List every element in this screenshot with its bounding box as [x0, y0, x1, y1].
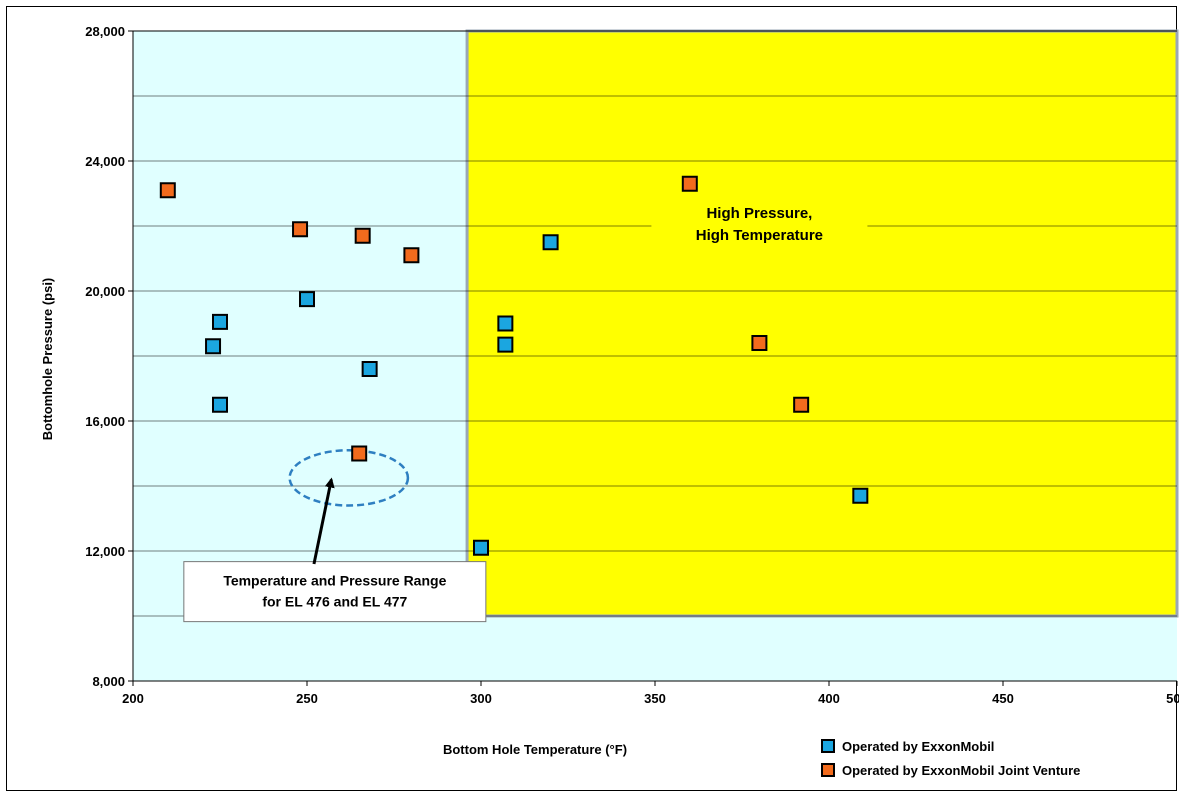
data-point-series-1 — [212, 313, 228, 330]
x-axis-title: Bottom Hole Temperature (°F) — [443, 742, 627, 757]
data-point-series-2 — [751, 335, 768, 351]
y-tick-label: 16,000 — [85, 414, 125, 429]
x-tick-label: 250 — [296, 691, 318, 706]
el-range-label-line: for EL 476 and EL 477 — [262, 594, 407, 610]
y-tick-label: 8,000 — [92, 674, 125, 689]
data-point-series-1 — [542, 234, 559, 251]
y-tick-label: 28,000 — [85, 24, 125, 39]
x-tick-label: 500 — [1166, 691, 1179, 706]
el-range-label-box — [183, 561, 487, 623]
hpht-region — [465, 29, 1179, 618]
data-point-series-2 — [354, 227, 371, 244]
el-range-arrow — [312, 477, 335, 565]
y-tick-label: 24,000 — [85, 154, 125, 169]
x-tick-label: 400 — [818, 691, 840, 706]
el-range-label-line: Temperature and Pressure Range — [223, 573, 446, 589]
y-axis-title: Bottomhole Pressure (psi) — [40, 278, 55, 441]
data-point-series-1 — [497, 315, 514, 332]
hpht-label-line: High Temperature — [696, 227, 823, 244]
x-tick-label: 200 — [122, 691, 144, 706]
data-point-series-2 — [351, 445, 368, 462]
el-range-ellipse — [288, 449, 410, 507]
data-point-series-2 — [681, 175, 698, 192]
x-tick-label: 300 — [470, 691, 492, 706]
data-point-series-2 — [793, 396, 810, 413]
legend-label-series-2: Operated by ExxonMobil Joint Venture — [842, 763, 1080, 778]
legend-swatch-series-2 — [821, 763, 835, 777]
data-point-series-1 — [852, 487, 869, 504]
legend-swatch-series-1 — [821, 739, 835, 753]
legend-label-series-1: Operated by ExxonMobil — [842, 739, 994, 754]
data-point-series-1 — [205, 338, 222, 355]
y-tick-label: 12,000 — [85, 544, 125, 559]
data-point-series-2 — [403, 247, 420, 264]
data-point-series-2 — [292, 221, 309, 238]
data-point-series-1 — [473, 539, 489, 556]
x-tick-label: 450 — [992, 691, 1014, 706]
y-tick-label: 20,000 — [85, 284, 125, 299]
data-point-series-2 — [159, 182, 176, 199]
hpht-label-line: High Pressure, — [706, 205, 812, 222]
data-point-series-1 — [299, 291, 315, 308]
hpht-label-bg — [651, 196, 868, 256]
data-point-series-1 — [497, 336, 514, 353]
x-tick-label: 350 — [644, 691, 666, 706]
data-point-series-1 — [212, 396, 228, 413]
data-point-series-1 — [361, 361, 378, 377]
